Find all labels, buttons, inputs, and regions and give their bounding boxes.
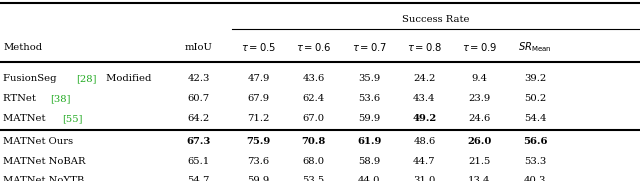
Text: 42.3: 42.3 <box>188 74 209 83</box>
Text: Modified: Modified <box>102 74 151 83</box>
Text: [28]: [28] <box>76 74 97 83</box>
Text: MATNet NoYTB: MATNet NoYTB <box>3 176 84 181</box>
Text: RTNet: RTNet <box>3 94 39 103</box>
Text: 53.5: 53.5 <box>303 176 324 181</box>
Text: $\tau = 0.9$: $\tau = 0.9$ <box>461 41 497 53</box>
Text: [38]: [38] <box>50 94 70 103</box>
Text: 61.9: 61.9 <box>357 137 381 146</box>
Text: [55]: [55] <box>62 114 83 123</box>
Text: 54.7: 54.7 <box>188 176 209 181</box>
Text: 54.4: 54.4 <box>524 114 547 123</box>
Text: 24.2: 24.2 <box>413 74 435 83</box>
Text: 67.0: 67.0 <box>303 114 324 123</box>
Text: 24.6: 24.6 <box>468 114 490 123</box>
Text: $\tau = 0.6$: $\tau = 0.6$ <box>296 41 332 53</box>
Text: 73.6: 73.6 <box>248 157 269 166</box>
Text: 53.6: 53.6 <box>358 94 380 103</box>
Text: 13.4: 13.4 <box>468 176 491 181</box>
Text: 62.4: 62.4 <box>303 94 324 103</box>
Text: 64.2: 64.2 <box>188 114 209 123</box>
Text: 49.2: 49.2 <box>412 114 436 123</box>
Text: MATNet: MATNet <box>3 114 49 123</box>
Text: 48.6: 48.6 <box>413 137 435 146</box>
Text: 31.0: 31.0 <box>413 176 435 181</box>
Text: 23.9: 23.9 <box>468 94 490 103</box>
Text: 75.9: 75.9 <box>246 137 271 146</box>
Text: $\tau = 0.8$: $\tau = 0.8$ <box>406 41 442 53</box>
Text: 59.9: 59.9 <box>248 176 269 181</box>
Text: 39.2: 39.2 <box>524 74 546 83</box>
Text: Success Rate: Success Rate <box>402 14 470 24</box>
Text: 40.3: 40.3 <box>524 176 546 181</box>
Text: 47.9: 47.9 <box>248 74 269 83</box>
Text: 68.0: 68.0 <box>303 157 324 166</box>
Text: 35.9: 35.9 <box>358 74 380 83</box>
Text: 67.9: 67.9 <box>248 94 269 103</box>
Text: 59.9: 59.9 <box>358 114 380 123</box>
Text: 58.9: 58.9 <box>358 157 380 166</box>
Text: MATNet NoBAR: MATNet NoBAR <box>3 157 86 166</box>
Text: 9.4: 9.4 <box>471 74 488 83</box>
Text: 43.4: 43.4 <box>413 94 436 103</box>
Text: 44.7: 44.7 <box>413 157 436 166</box>
Text: mIoU: mIoU <box>184 43 212 52</box>
Text: 21.5: 21.5 <box>468 157 490 166</box>
Text: Method: Method <box>3 43 42 52</box>
Text: 44.0: 44.0 <box>358 176 381 181</box>
Text: $SR_{\mathrm{Mean}}$: $SR_{\mathrm{Mean}}$ <box>518 40 552 54</box>
Text: 67.3: 67.3 <box>186 137 211 146</box>
Text: 43.6: 43.6 <box>303 74 324 83</box>
Text: 60.7: 60.7 <box>188 94 209 103</box>
Text: 70.8: 70.8 <box>301 137 326 146</box>
Text: $\tau = 0.7$: $\tau = 0.7$ <box>352 41 387 53</box>
Text: 50.2: 50.2 <box>524 94 546 103</box>
Text: 53.3: 53.3 <box>524 157 546 166</box>
Text: MATNet Ours: MATNet Ours <box>3 137 74 146</box>
Text: $\tau = 0.5$: $\tau = 0.5$ <box>241 41 276 53</box>
Text: 26.0: 26.0 <box>467 137 492 146</box>
Text: 71.2: 71.2 <box>248 114 269 123</box>
Text: 56.6: 56.6 <box>523 137 547 146</box>
Text: FusionSeg: FusionSeg <box>3 74 60 83</box>
Text: 65.1: 65.1 <box>188 157 209 166</box>
